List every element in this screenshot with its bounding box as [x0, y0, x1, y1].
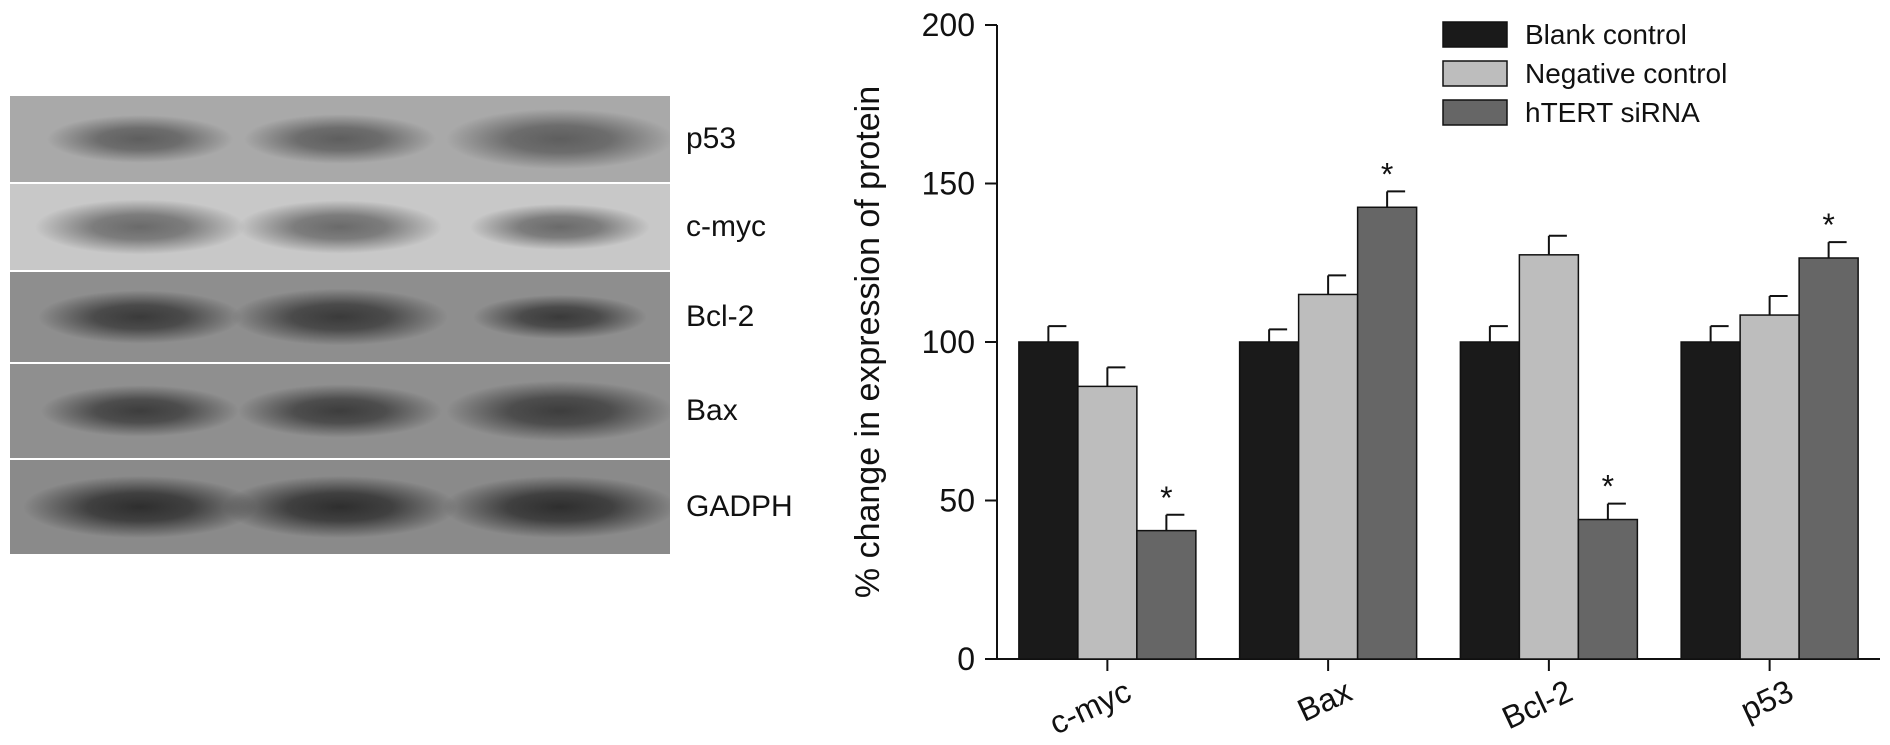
- significance-marker: *: [1160, 480, 1172, 516]
- bar-bcl-2-0: [1459, 341, 1521, 660]
- legend-label-1: Negative control: [1525, 58, 1727, 89]
- blot-strip-bcl-2: [10, 272, 670, 362]
- bar-c-myc-0: [1018, 341, 1079, 660]
- bar-bcl-2-1: [1518, 254, 1580, 660]
- blot-label-p53: p53: [686, 122, 737, 155]
- x-tick-label-bax: Bax: [1292, 673, 1357, 729]
- significance-marker: *: [1381, 156, 1393, 192]
- bar-bax-2: [1356, 206, 1418, 660]
- y-tick-label: 0: [957, 641, 975, 677]
- bar-bcl-2-2: [1577, 518, 1639, 660]
- x-tick-label-c-myc: c-myc: [1044, 673, 1137, 742]
- blot-strip-c-myc: [10, 184, 670, 270]
- y-tick-label: 100: [922, 324, 975, 360]
- bar-p53-1: [1739, 314, 1800, 660]
- blot-label-c-myc: c-myc: [686, 210, 766, 243]
- legend-label-2: hTERT siRNA: [1525, 97, 1700, 128]
- legend-swatch-0: [1442, 21, 1508, 48]
- bar-c-myc-2: [1136, 529, 1197, 660]
- legend-swatch-2: [1442, 99, 1508, 126]
- legend-label-0: Blank control: [1525, 19, 1687, 50]
- blot-strip-bax: [10, 364, 670, 458]
- bar-bax-1: [1297, 293, 1359, 660]
- western-blot-panel: p53 c-myc Bcl-2 Bax GADPH: [10, 96, 800, 558]
- y-tick-label: 50: [939, 483, 975, 519]
- blot-strip-p53: [10, 96, 670, 182]
- y-axis-label: % change in expression of protein: [849, 86, 887, 598]
- bar-p53-2: [1798, 257, 1859, 660]
- blot-label-gadph: GADPH: [686, 490, 793, 523]
- y-tick-label: 200: [922, 7, 975, 43]
- bar-c-myc-1: [1077, 385, 1138, 660]
- blot-strip-gadph: [10, 460, 670, 554]
- x-tick-label-p53: p53: [1735, 673, 1799, 728]
- y-tick-label: 150: [922, 166, 975, 202]
- significance-marker: *: [1602, 469, 1614, 505]
- bar-p53-0: [1680, 341, 1741, 660]
- legend-swatch-1: [1442, 60, 1508, 87]
- blot-label-bcl-2: Bcl-2: [686, 300, 755, 333]
- blot-label-bax: Bax: [686, 394, 738, 427]
- significance-marker: *: [1822, 207, 1834, 243]
- bar-bax-0: [1238, 341, 1300, 660]
- x-tick-label-bcl-2: Bcl-2: [1497, 673, 1578, 736]
